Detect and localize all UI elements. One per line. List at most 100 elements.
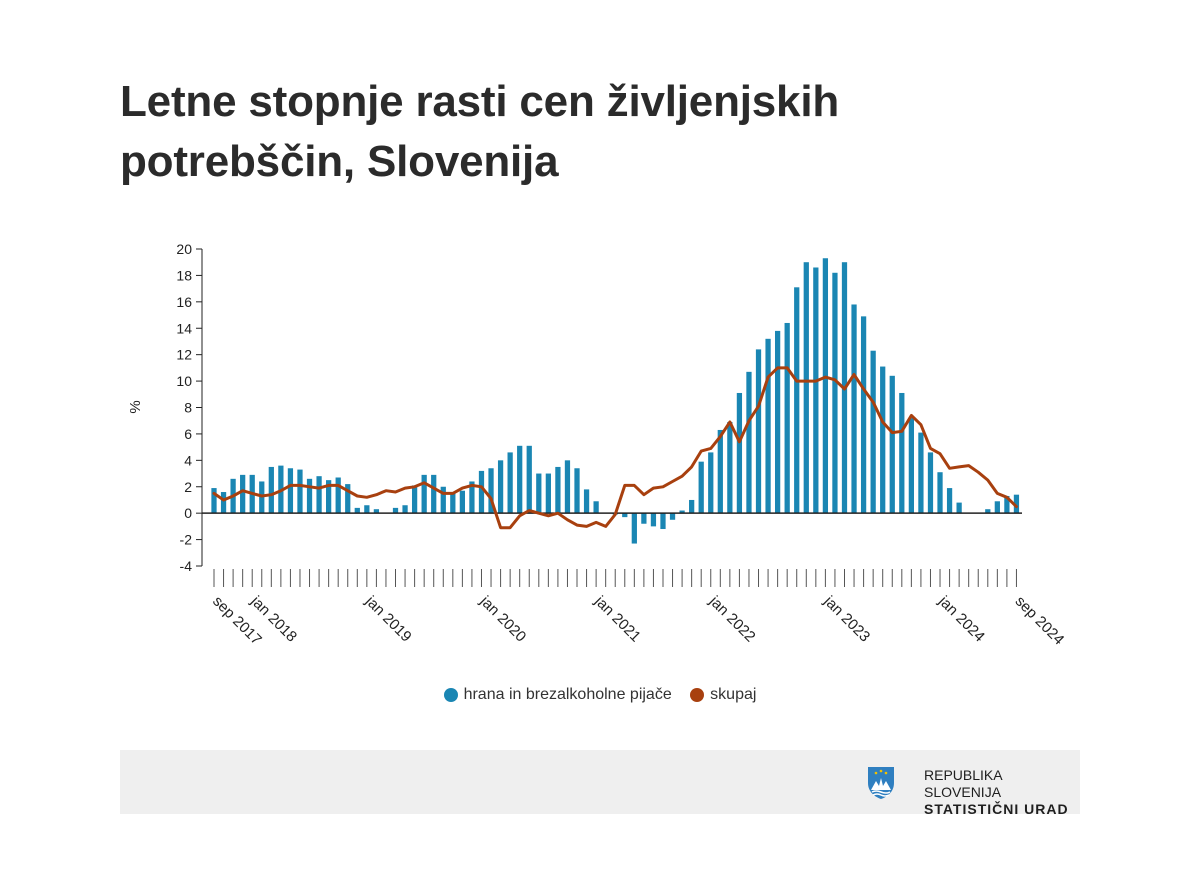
bar bbox=[669, 513, 676, 520]
series-line-total bbox=[212, 366, 1018, 530]
bar bbox=[698, 461, 704, 514]
y-tick-label: 4 bbox=[184, 452, 192, 468]
bar bbox=[889, 375, 895, 514]
bar bbox=[746, 371, 752, 514]
bar bbox=[450, 492, 456, 514]
bar bbox=[880, 366, 886, 514]
bar bbox=[240, 474, 246, 514]
footer-bar: REPUBLIKA SLOVENIJA STATISTIČNI URAD bbox=[120, 750, 1080, 817]
chart-title: Letne stopnje rasti cen življenjskih pot… bbox=[120, 77, 840, 186]
bar bbox=[373, 509, 380, 514]
bar bbox=[536, 473, 542, 514]
legend-label-food: hrana in brezalkoholne pijače bbox=[463, 686, 672, 703]
bar bbox=[392, 507, 399, 514]
bar bbox=[641, 513, 647, 524]
bar bbox=[784, 322, 790, 514]
y-tick-label: -4 bbox=[180, 558, 193, 574]
bar bbox=[593, 501, 599, 514]
x-tick-label: jan 2023 bbox=[820, 592, 873, 645]
bar bbox=[364, 505, 370, 514]
organization-line-2: STATISTIČNI URAD bbox=[924, 801, 1069, 817]
bar bbox=[985, 509, 991, 514]
bar bbox=[469, 481, 475, 514]
legend-label-total: skupaj bbox=[710, 686, 757, 703]
bar bbox=[937, 472, 943, 514]
bar bbox=[851, 304, 857, 514]
bar bbox=[755, 349, 762, 514]
x-tick-label: jan 2024 bbox=[934, 592, 987, 645]
bar bbox=[650, 513, 657, 527]
bar bbox=[832, 272, 838, 514]
bar bbox=[622, 513, 628, 518]
bar bbox=[813, 267, 819, 514]
bar bbox=[488, 468, 494, 514]
bar bbox=[774, 330, 781, 514]
bar bbox=[497, 460, 504, 514]
organization-name: REPUBLIKA SLOVENIJA STATISTIČNI URAD bbox=[924, 767, 1080, 818]
bar bbox=[918, 432, 924, 514]
bar bbox=[660, 513, 666, 530]
bar bbox=[994, 501, 1000, 514]
bar bbox=[507, 452, 513, 514]
bar bbox=[555, 466, 561, 514]
bar bbox=[564, 460, 571, 514]
bar bbox=[1004, 495, 1010, 514]
organization-line-1: REPUBLIKA SLOVENIJA bbox=[924, 767, 1002, 800]
legend-item-food[interactable]: hrana in brezalkoholne pijače bbox=[443, 686, 672, 704]
y-tick-label: 6 bbox=[184, 426, 192, 442]
bar bbox=[583, 489, 590, 514]
bar bbox=[431, 474, 437, 514]
y-tick-label: 20 bbox=[176, 241, 192, 257]
bar bbox=[956, 502, 962, 514]
bar bbox=[411, 485, 418, 514]
legend-swatch-total bbox=[690, 688, 705, 702]
bar bbox=[268, 466, 274, 514]
bar bbox=[794, 287, 800, 514]
legend-item-total[interactable]: skupaj bbox=[690, 686, 756, 704]
bar bbox=[402, 505, 408, 514]
bar bbox=[306, 478, 313, 514]
bar bbox=[545, 473, 551, 514]
y-tick-label: 2 bbox=[184, 479, 192, 495]
y-tick-label: -2 bbox=[180, 532, 193, 548]
bar bbox=[727, 422, 733, 514]
bar bbox=[822, 258, 829, 514]
y-tick-label: 14 bbox=[176, 320, 192, 336]
legend-swatch-food bbox=[443, 688, 458, 702]
bar bbox=[287, 468, 294, 514]
bar bbox=[526, 445, 532, 514]
y-tick-label: 12 bbox=[176, 347, 192, 363]
x-tick-label: jan 2019 bbox=[361, 592, 414, 645]
bar bbox=[860, 316, 867, 514]
bar bbox=[326, 480, 332, 514]
bar bbox=[717, 429, 723, 514]
bar bbox=[908, 418, 914, 514]
bar bbox=[946, 488, 953, 514]
bar bbox=[679, 510, 685, 514]
y-tick-label: 18 bbox=[176, 267, 192, 283]
bar bbox=[689, 499, 695, 514]
y-tick-label: 0 bbox=[184, 505, 192, 521]
bar bbox=[517, 445, 523, 514]
y-tick-label: 10 bbox=[176, 373, 192, 389]
bar bbox=[316, 476, 322, 514]
bar bbox=[345, 484, 351, 514]
bar bbox=[421, 474, 427, 514]
bar bbox=[708, 452, 714, 514]
bar bbox=[736, 392, 743, 514]
bar bbox=[870, 350, 876, 514]
bar bbox=[765, 338, 771, 514]
bar bbox=[631, 513, 637, 544]
x-tick-label: jan 2021 bbox=[591, 592, 644, 645]
bar bbox=[220, 492, 227, 514]
bar bbox=[297, 469, 303, 514]
y-tick-label: 16 bbox=[176, 294, 192, 310]
y-tick-label: 8 bbox=[184, 400, 192, 416]
bar bbox=[899, 392, 905, 514]
bar bbox=[803, 262, 809, 514]
bar bbox=[440, 486, 446, 514]
bar bbox=[1013, 494, 1020, 514]
bar bbox=[354, 507, 360, 514]
